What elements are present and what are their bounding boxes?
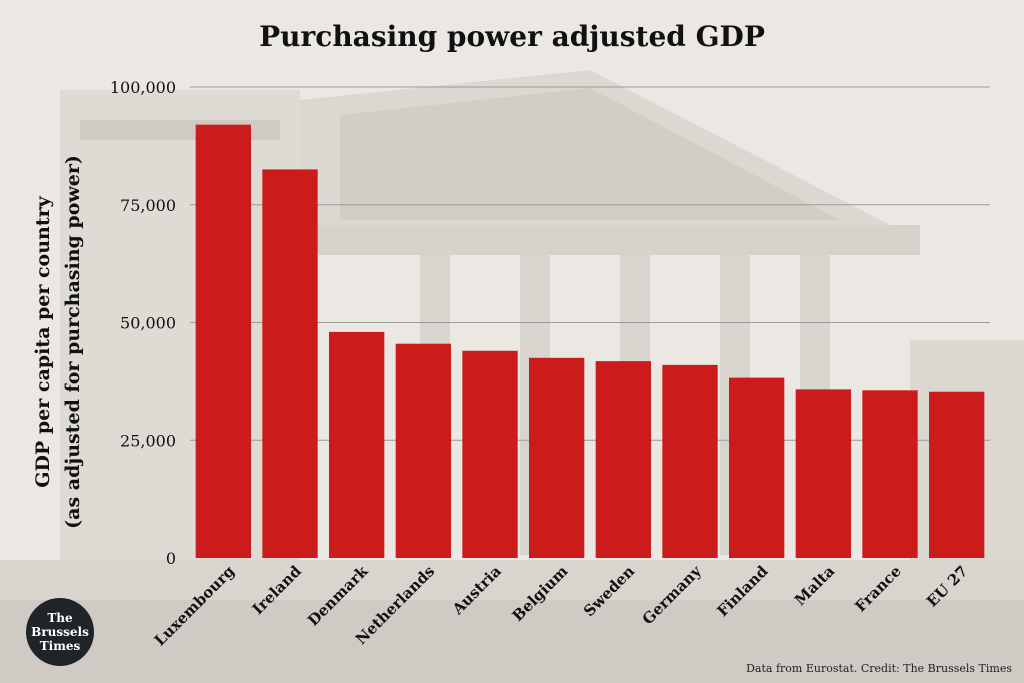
logo-line1: The (47, 611, 73, 625)
bar-sweden (595, 361, 651, 558)
bar-finland (729, 377, 785, 558)
bars (195, 124, 985, 559)
bar-luxembourg (195, 124, 251, 559)
y-axis-label-line2: (as adjusted for purchasing power) (62, 155, 84, 529)
bar-denmark (329, 331, 385, 558)
x-tick-label: Ireland (249, 562, 305, 618)
logo-line2: Brussels (31, 625, 89, 639)
y-axis-label-line1: GDP per capita per country (32, 196, 54, 488)
bar-germany (662, 364, 718, 558)
brussels-times-logo: The Brussels Times (26, 598, 94, 666)
y-tick-label: 25,000 (120, 431, 176, 450)
x-tick-label: EU 27 (923, 562, 972, 611)
bar-eu-27 (929, 391, 985, 558)
logo-line3: Times (39, 639, 81, 653)
y-tick-label: 0 (166, 549, 176, 568)
x-tick-label: Malta (791, 562, 838, 609)
bar-ireland (262, 169, 318, 559)
x-tick-label: Finland (713, 562, 771, 620)
y-tick-labels: 0 25,000 50,000 75,000 100,000 (110, 78, 176, 568)
x-tick-label: Belgium (509, 562, 572, 625)
bar-austria (462, 350, 518, 558)
chart-title: Purchasing power adjusted GDP (259, 20, 765, 53)
x-tick-label: Denmark (304, 562, 372, 630)
x-tick-label: Luxembourg (151, 562, 239, 650)
x-tick-label: Sweden (580, 562, 638, 620)
y-tick-label: 75,000 (120, 196, 176, 215)
y-axis-label: GDP per capita per country (as adjusted … (28, 155, 88, 529)
x-tick-label: Austria (448, 562, 505, 619)
bar-netherlands (395, 343, 451, 558)
bar-france (862, 390, 918, 558)
y-tick-label: 50,000 (120, 314, 176, 333)
y-tick-label: 100,000 (110, 78, 176, 97)
data-credit: Data from Eurostat. Credit: The Brussels… (746, 662, 1012, 675)
x-tick-label: Germany (639, 561, 706, 628)
gridlines (190, 86, 990, 441)
x-tick-label: France (851, 562, 904, 615)
bar-malta (795, 389, 851, 558)
bar-belgium (529, 357, 585, 558)
